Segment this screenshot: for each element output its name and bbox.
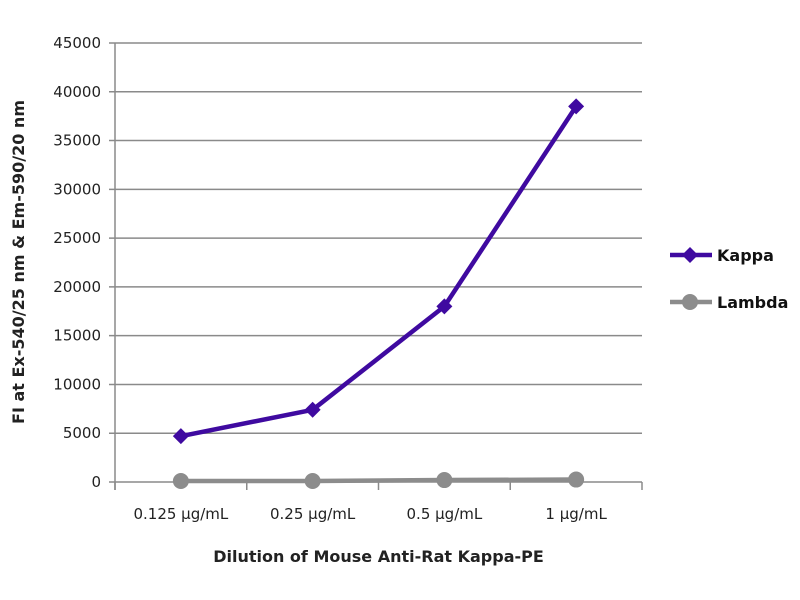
legend-label: Kappa — [717, 246, 774, 265]
legend-marker — [682, 294, 698, 310]
data-point — [568, 98, 585, 115]
data-point — [304, 401, 321, 418]
x-tick-label: 0.25 µg/mL — [270, 505, 356, 523]
data-point — [172, 473, 189, 490]
series-line — [180, 477, 577, 484]
x-axis-label: Dilution of Mouse Anti-Rat Kappa-PE — [213, 547, 544, 566]
data-point — [172, 428, 189, 445]
x-tick-label: 0.125 µg/mL — [133, 505, 228, 523]
y-tick-label: 5000 — [63, 424, 101, 442]
data-point — [304, 473, 321, 490]
legend-label: Lambda — [717, 293, 788, 312]
y-tick-label: 45000 — [53, 34, 101, 52]
y-tick-label: 20000 — [53, 278, 101, 296]
y-axis-label: FI at Ex-540/25 nm & Em-590/20 nm — [9, 100, 28, 424]
data-point — [568, 471, 585, 488]
y-tick-label: 30000 — [53, 180, 101, 198]
series-lambda — [172, 471, 585, 490]
y-tick-label: 10000 — [53, 375, 101, 393]
y-tick-label: 35000 — [53, 132, 101, 150]
y-tick-label: 15000 — [53, 327, 101, 345]
y-tick-label: 0 — [91, 473, 101, 491]
series-kappa — [172, 98, 585, 445]
y-tick-label: 40000 — [53, 83, 101, 101]
y-tick-label: 25000 — [53, 229, 101, 247]
data-point — [436, 298, 453, 315]
x-tick-label: 1 µg/mL — [545, 505, 607, 523]
data-point — [436, 472, 453, 489]
legend-marker — [682, 247, 698, 263]
x-tick-label: 0.5 µg/mL — [407, 505, 483, 523]
series-line — [180, 105, 579, 439]
